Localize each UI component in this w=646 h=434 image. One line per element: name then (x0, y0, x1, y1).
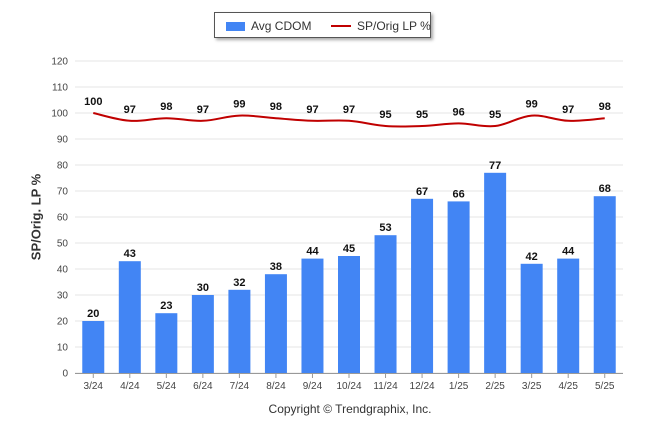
bar-value-label: 77 (489, 160, 501, 172)
y-tick-label: 10 (57, 343, 69, 354)
bar-value-label: 44 (562, 246, 575, 258)
bar-value-label: 20 (87, 308, 99, 320)
x-tick-label: 5/24 (157, 381, 177, 392)
line-value-label: 97 (306, 104, 318, 116)
x-tick-label: 1/25 (449, 381, 469, 392)
line-value-label: 95 (379, 109, 391, 121)
line-value-label: 97 (124, 104, 136, 116)
y-tick-label: 110 (52, 83, 68, 94)
x-tick-label: 4/25 (558, 381, 578, 392)
line-value-label: 95 (416, 109, 428, 121)
bar (118, 261, 141, 373)
y-tick-label: 20 (57, 317, 69, 328)
x-tick-label: 5/25 (595, 381, 615, 392)
line-value-label: 99 (526, 99, 538, 111)
bar-value-label: 68 (599, 183, 611, 195)
chart-legend: Avg CDOM SP/Orig LP % (214, 12, 431, 38)
legend-label-line: SP/Orig LP % (357, 19, 431, 33)
line-value-label: 97 (343, 104, 355, 116)
bar (301, 258, 324, 373)
x-tick-label: 9/24 (303, 381, 323, 392)
y-tick-label: 0 (62, 369, 68, 380)
bar (520, 263, 543, 373)
line-value-label: 100 (84, 96, 102, 108)
bar-value-label: 67 (416, 186, 428, 198)
bar-value-label: 30 (197, 282, 209, 294)
x-tick-label: 3/24 (84, 381, 104, 392)
x-tick-label: 10/24 (336, 381, 361, 392)
y-tick-label: 50 (57, 239, 69, 250)
x-tick-label: 12/24 (410, 381, 435, 392)
line-value-label: 97 (197, 104, 209, 116)
line-value-label: 98 (160, 101, 172, 113)
y-axis-title: SP/Orig. LP % (28, 173, 44, 261)
bar (264, 274, 287, 373)
bar (155, 313, 178, 373)
bar-value-label: 43 (124, 248, 136, 260)
y-tick-label: 100 (51, 109, 68, 120)
line-value-label: 99 (233, 99, 245, 111)
line-value-label: 96 (452, 106, 464, 118)
bar (82, 321, 105, 373)
x-tick-label: 7/24 (230, 381, 250, 392)
y-tick-label: 70 (57, 187, 69, 198)
y-tick-label: 120 (51, 57, 68, 68)
bar-value-label: 66 (452, 188, 464, 200)
x-tick-label: 2/25 (485, 381, 505, 392)
bar (484, 172, 507, 373)
sp-orig-lp-line (93, 112, 605, 128)
bar-value-label: 32 (233, 277, 245, 289)
line-value-label: 97 (562, 104, 574, 116)
bar (557, 258, 580, 373)
bar-value-label: 44 (306, 246, 319, 258)
legend-swatch-bar (226, 22, 245, 31)
y-tick-label: 40 (57, 265, 69, 276)
bar (191, 295, 214, 373)
x-tick-label: 6/24 (193, 381, 213, 392)
x-tick-label: 3/25 (522, 381, 542, 392)
y-tick-label: 30 (57, 291, 69, 302)
bar (374, 235, 397, 373)
bar (447, 201, 470, 373)
bar-value-label: 53 (379, 222, 391, 234)
bar (411, 198, 434, 373)
bar (338, 256, 360, 373)
bar (228, 289, 251, 373)
bar-value-label: 45 (343, 243, 355, 255)
x-tick-label: 11/24 (373, 381, 398, 392)
copyright-text: Copyright © Trendgraphix, Inc. (268, 402, 432, 416)
y-tick-label: 90 (57, 135, 69, 146)
line-value-label: 98 (599, 101, 611, 113)
x-tick-label: 4/24 (120, 381, 140, 392)
line-value-label: 98 (270, 101, 282, 113)
y-tick-label: 80 (57, 161, 69, 172)
x-tick-label: 8/24 (266, 381, 286, 392)
bar-value-label: 38 (270, 261, 282, 273)
legend-swatch-line (331, 25, 351, 27)
bar-value-label: 42 (526, 251, 538, 263)
legend-label-bar: Avg CDOM (251, 19, 312, 33)
y-tick-label: 60 (57, 213, 69, 224)
bar-value-label: 23 (160, 300, 172, 312)
line-value-label: 95 (489, 109, 501, 121)
bar (593, 196, 616, 373)
